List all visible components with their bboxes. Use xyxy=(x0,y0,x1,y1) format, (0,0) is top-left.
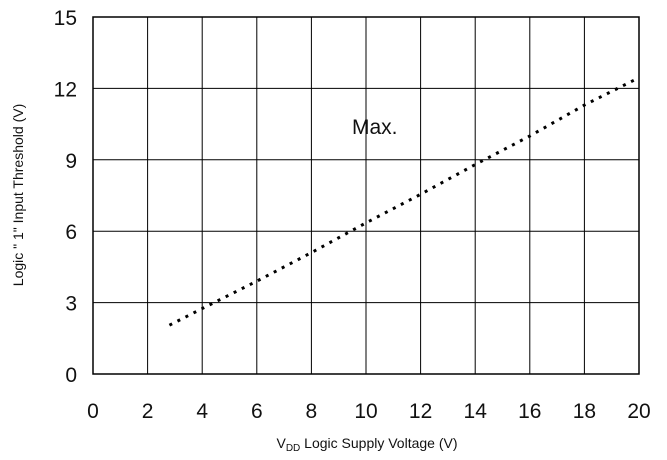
y-tick-label: 3 xyxy=(65,293,77,316)
x-tick-label: 12 xyxy=(409,400,432,423)
y-tick-label: 12 xyxy=(54,78,77,101)
y-tick-labels: 0 3 6 9 12 15 xyxy=(54,7,77,387)
x-tick-label: 18 xyxy=(573,400,596,423)
y-tick-label: 9 xyxy=(65,150,77,173)
x-tick-label: 2 xyxy=(142,400,154,423)
x-tick-label: 20 xyxy=(627,400,650,423)
x-axis-title: VDD Logic Supply Voltage (V) xyxy=(276,435,457,454)
x-axis-title-subscript: DD xyxy=(286,443,300,454)
series-line-max xyxy=(168,76,640,327)
x-tick-label: 10 xyxy=(354,400,377,423)
x-axis-title-rest: Logic Supply Voltage (V) xyxy=(300,435,457,451)
y-tick-label: 6 xyxy=(65,221,77,244)
y-axis-title: Logic " 1" Input Threshold (V) xyxy=(10,104,26,286)
x-axis-title-main: V xyxy=(276,435,286,451)
x-tick-label: 16 xyxy=(518,400,541,423)
x-tick-label: 4 xyxy=(196,400,208,423)
max-annotation: Max. xyxy=(352,116,398,139)
x-tick-label: 6 xyxy=(251,400,263,423)
grid xyxy=(92,16,640,375)
x-tick-label: 8 xyxy=(306,400,318,423)
plot-frame xyxy=(92,16,640,375)
x-tick-label: 14 xyxy=(464,400,488,423)
series-layer xyxy=(168,76,640,327)
x-tick-labels: 0 2 4 6 8 10 12 14 16 18 20 xyxy=(87,400,651,423)
x-tick-label: 0 xyxy=(87,400,99,423)
y-tick-label: 15 xyxy=(54,7,77,30)
y-tick-label: 0 xyxy=(65,364,77,387)
